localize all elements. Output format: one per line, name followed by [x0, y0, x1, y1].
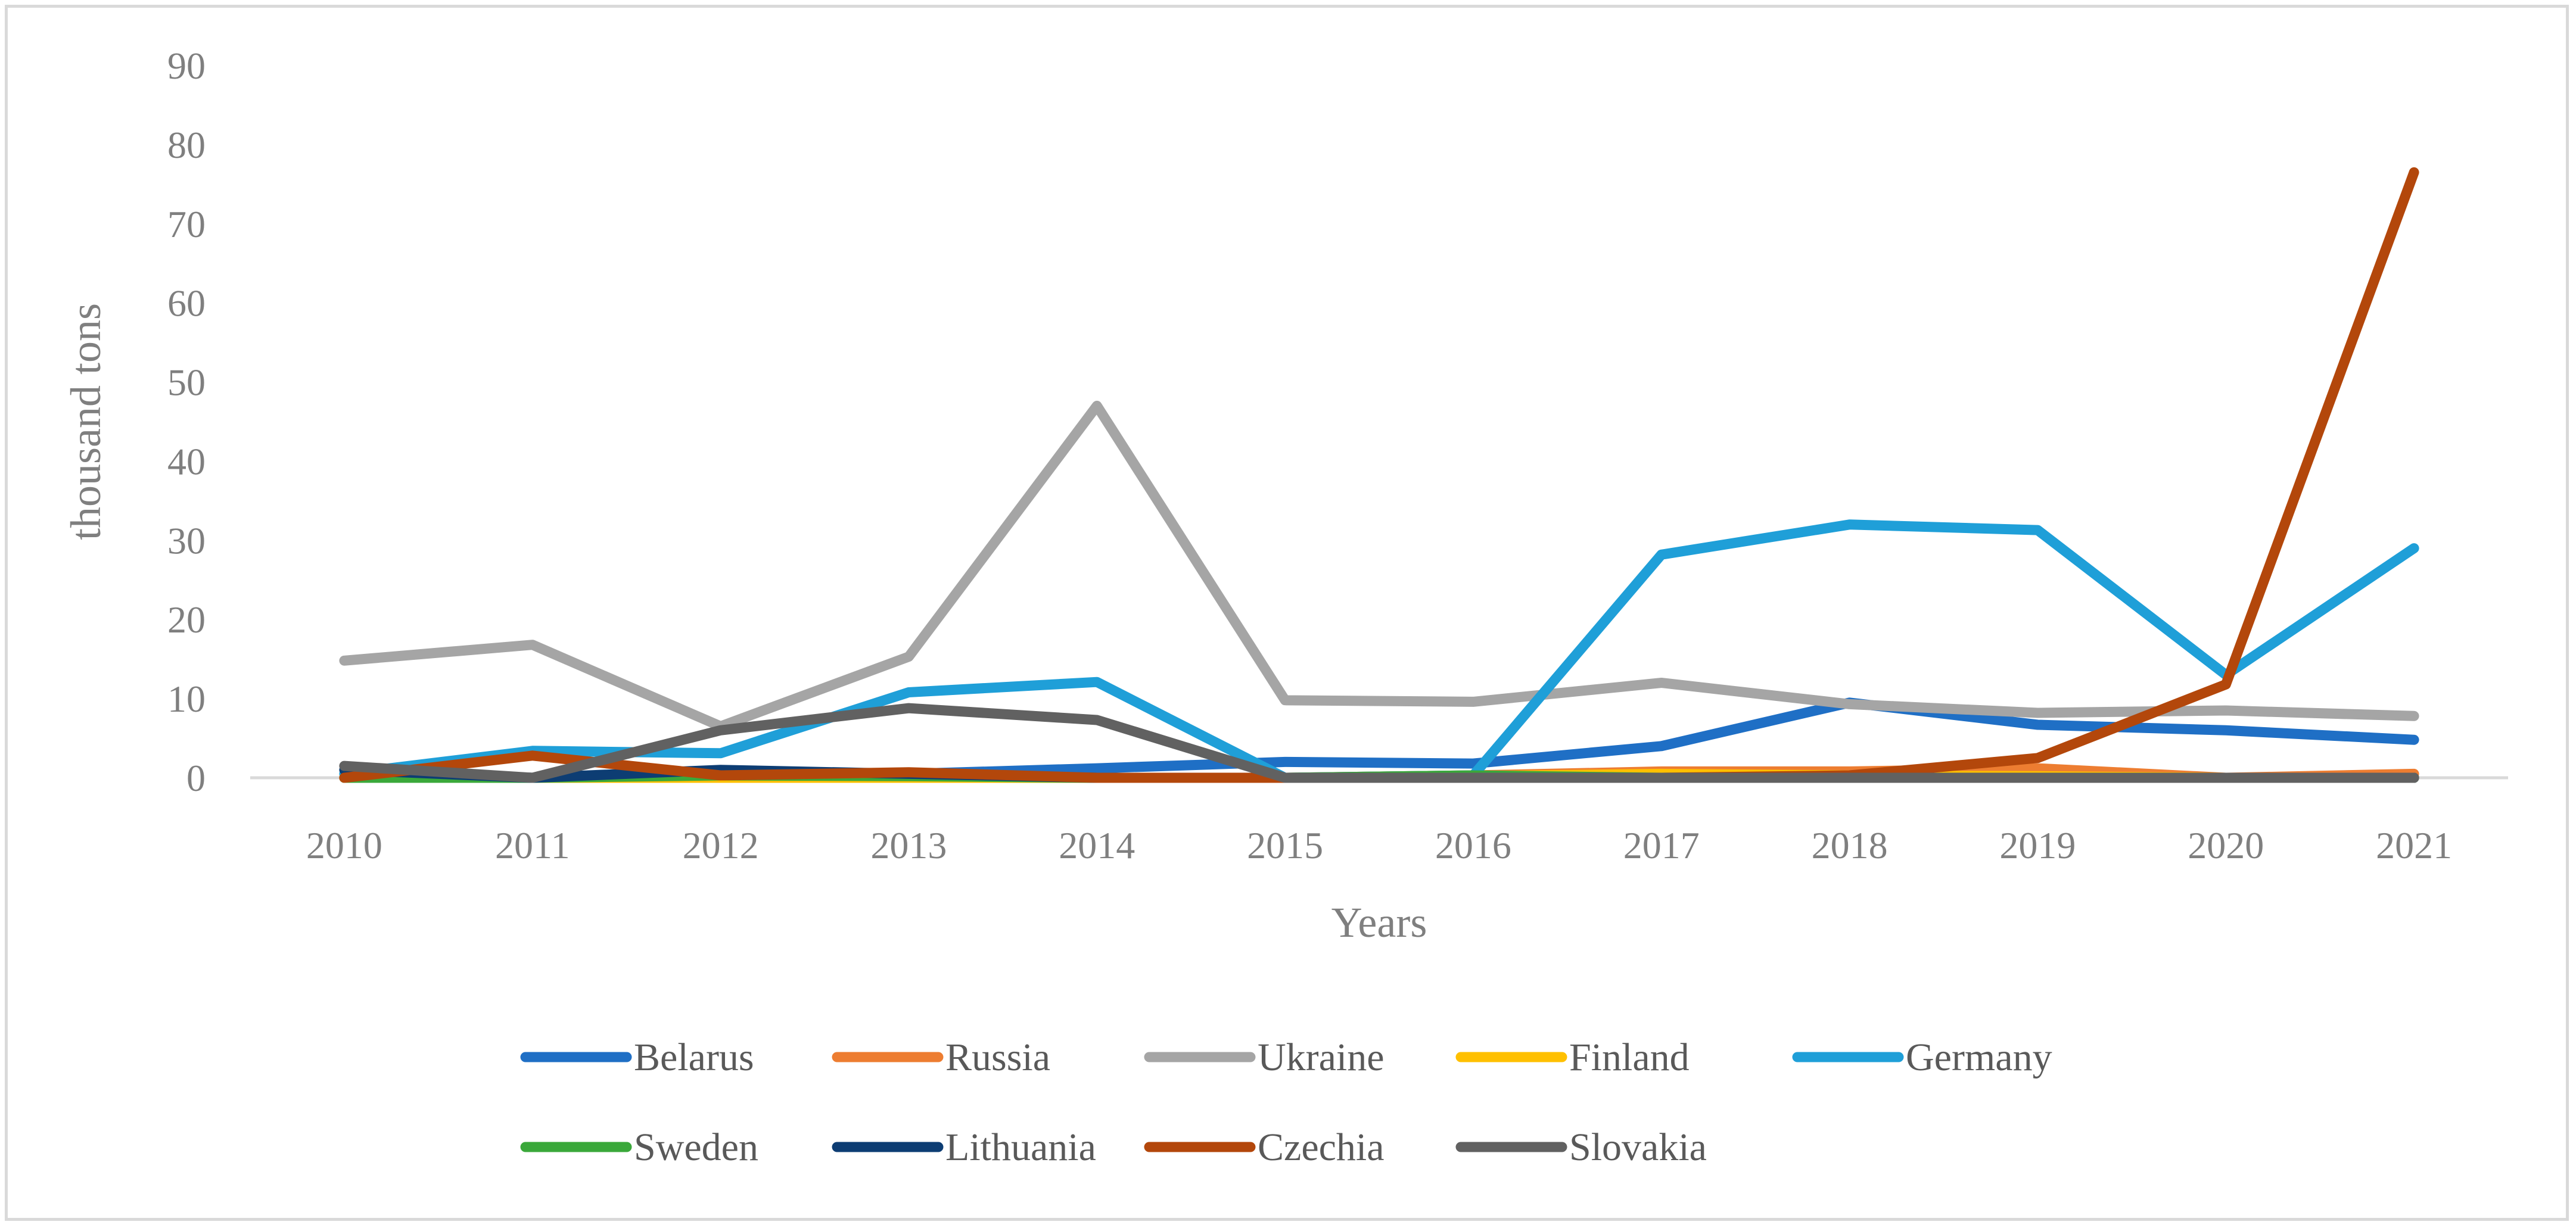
- legend-item-germany: Germany: [1792, 1036, 2052, 1079]
- legend-item-finland: Finland: [1455, 1036, 1690, 1079]
- legend-label: Germany: [1906, 1036, 2052, 1079]
- legend-item-czechia: Czechia: [1144, 1126, 1385, 1169]
- x-axis-title: Years: [1331, 899, 1427, 946]
- legend-item-ukraine: Ukraine: [1144, 1036, 1385, 1079]
- y-axis-ticks: 0 10 20 30 40 50 60 70 80 90: [167, 45, 206, 799]
- series-line-germany: [339, 519, 2419, 783]
- y-tick-label: 10: [167, 678, 206, 720]
- y-tick-label: 30: [167, 519, 206, 562]
- legend-label: Lithuania: [945, 1126, 1096, 1169]
- y-axis-title: thousand tons: [62, 303, 110, 540]
- series-line-czechia: [339, 167, 2419, 783]
- x-tick-label: 2011: [495, 824, 570, 867]
- y-tick-label: 70: [167, 203, 206, 245]
- y-tick-label: 20: [167, 599, 206, 641]
- y-tick-label: 40: [167, 440, 206, 482]
- series-line-ukraine: [339, 400, 2419, 732]
- y-tick-label: 0: [186, 757, 206, 799]
- legend-label: Czechia: [1258, 1126, 1385, 1169]
- legend-label: Belarus: [634, 1036, 754, 1079]
- x-tick-label: 2012: [683, 824, 759, 867]
- x-tick-label: 2015: [1247, 824, 1323, 867]
- legend-label: Sweden: [634, 1126, 758, 1169]
- legend-item-russia: Russia: [832, 1036, 1050, 1079]
- x-axis-ticks: 2010 2011 2012 2013 2014 2015 2016 2017 2018 2019…: [306, 824, 2452, 867]
- legend-label: Russia: [945, 1036, 1050, 1079]
- y-tick-label: 80: [167, 124, 206, 166]
- x-tick-label: 2018: [1812, 824, 1888, 867]
- legend-label: Ukraine: [1258, 1036, 1385, 1079]
- x-tick-label: 2020: [2188, 824, 2264, 867]
- x-tick-label: 2017: [1623, 824, 1700, 867]
- legend-label: Slovakia: [1569, 1126, 1707, 1169]
- legend-item-sweden: Sweden: [520, 1126, 758, 1169]
- y-tick-label: 50: [167, 361, 206, 404]
- x-tick-label: 2021: [2376, 824, 2452, 867]
- x-tick-label: 2016: [1435, 824, 1511, 867]
- legend-label: Finland: [1569, 1036, 1690, 1079]
- legend-item-lithuania: Lithuania: [832, 1126, 1096, 1169]
- legend: Belarus Russia Ukraine Finland Germany Sweden…: [520, 1036, 2052, 1169]
- line-chart: 0 10 20 30 40 50 60 70 80 90 2010 2011 2012 2013 2014…: [62, 45, 2508, 1169]
- x-tick-label: 2019: [1999, 824, 2076, 867]
- y-tick-label: 60: [167, 282, 206, 325]
- legend-item-slovakia: Slovakia: [1455, 1126, 1707, 1169]
- x-tick-label: 2013: [870, 824, 947, 867]
- series-lines: [339, 167, 2419, 783]
- series-line-slovakia: [339, 703, 2419, 783]
- legend-item-belarus: Belarus: [520, 1036, 754, 1079]
- chart-frame: 0 10 20 30 40 50 60 70 80 90 2010 2011 2012 2013 2014…: [5, 5, 2569, 1221]
- x-tick-label: 2014: [1059, 824, 1135, 867]
- x-tick-label: 2010: [306, 824, 382, 867]
- y-tick-label: 90: [167, 45, 206, 87]
